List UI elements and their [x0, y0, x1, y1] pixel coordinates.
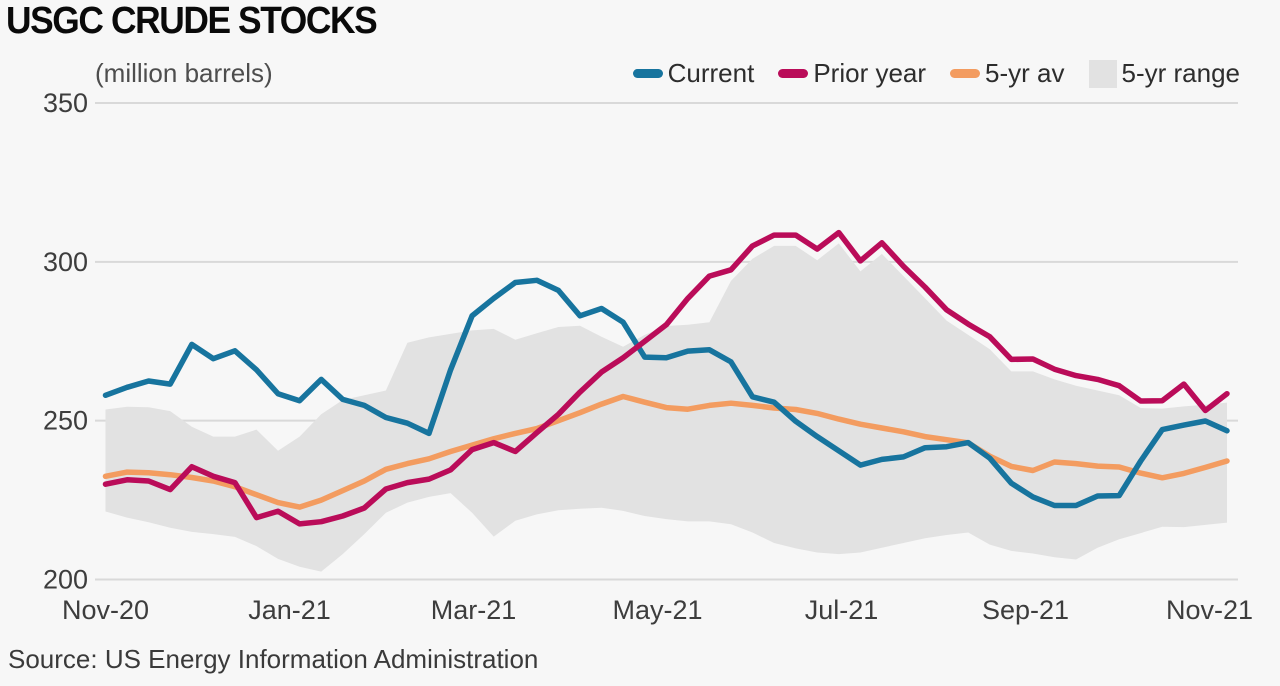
legend-label: 5-yr range — [1121, 58, 1241, 88]
x-tick-label: Nov-21 — [1166, 595, 1253, 625]
source-attribution: Source: US Energy Information Administra… — [8, 644, 539, 674]
legend-label: Current — [667, 58, 755, 88]
y-tick-label: 300 — [43, 247, 88, 277]
prior-year-line-swatch-icon — [778, 69, 809, 78]
data-series — [102, 229, 1230, 527]
legend-item-5yr-av: 5-yr av — [950, 58, 1065, 89]
y-tick-label: 200 — [43, 565, 88, 595]
current-line — [102, 277, 1230, 509]
y-axis-tick-labels: 350 300 250 200 — [43, 88, 88, 595]
legend-item-current: Current — [632, 58, 755, 89]
legend-item-prior-year: Prior year — [778, 58, 926, 89]
x-tick-label: Jul-21 — [805, 595, 879, 625]
x-tick-label: Mar-21 — [431, 595, 517, 625]
x-tick-label: Jan-21 — [248, 595, 331, 625]
legend-label: 5-yr av — [985, 58, 1065, 88]
x-tick-label: May-21 — [612, 595, 702, 625]
page-title: USGC CRUDE STOCKS — [6, 0, 378, 42]
5-yr-av-line — [102, 393, 1230, 510]
current-line-swatch-icon — [632, 69, 663, 78]
legend: Current Prior year 5-yr av 5-yr range — [632, 58, 1241, 89]
y-tick-label: 350 — [43, 88, 88, 118]
five-yr-av-line-swatch-icon — [950, 69, 981, 78]
y-tick-label: 250 — [43, 406, 88, 436]
legend-label: Prior year — [813, 58, 927, 88]
y-axis-unit-label: (million barrels) — [95, 58, 273, 88]
legend-item-5yr-range: 5-yr range — [1088, 58, 1241, 89]
x-tick-label: Nov-20 — [62, 595, 149, 625]
prior-year-line — [102, 229, 1230, 527]
five-yr-range-area-swatch-icon — [1088, 59, 1117, 88]
x-tick-label: Sep-21 — [982, 595, 1069, 625]
x-axis-tick-labels: Nov-20 Jan-21 Mar-21 May-21 Jul-21 Sep-21 Nov-… — [62, 595, 1253, 625]
